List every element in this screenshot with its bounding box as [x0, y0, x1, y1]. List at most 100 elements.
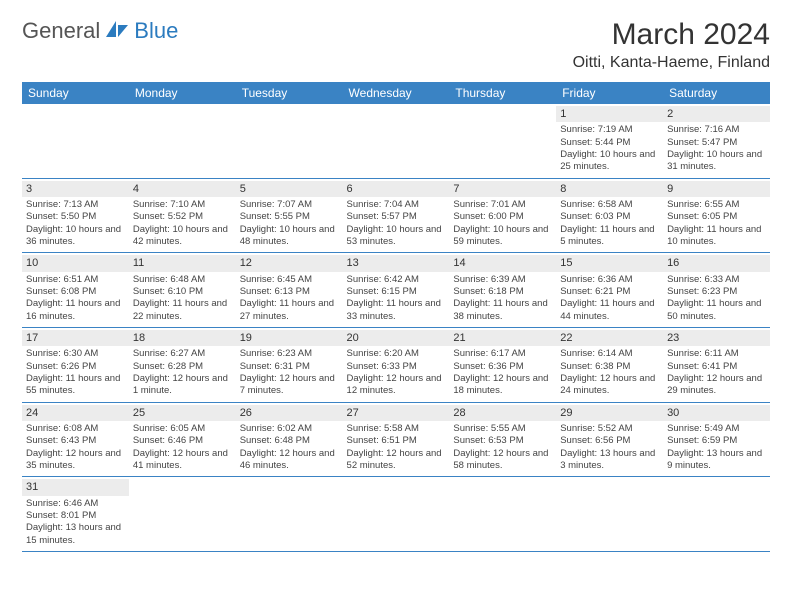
day-details: Sunrise: 5:49 AMSunset: 6:59 PMDaylight:…: [667, 423, 766, 472]
calendar-day-cell: 8 Sunrise: 6:58 AMSunset: 6:03 PMDaylight…: [556, 178, 663, 253]
day-number: 13: [343, 255, 450, 271]
calendar-day-cell: [663, 477, 770, 552]
day-number: 21: [449, 330, 556, 346]
calendar-day-cell: 1 Sunrise: 7:19 AMSunset: 5:44 PMDaylight…: [556, 104, 663, 178]
day-number: 24: [22, 405, 129, 421]
logo-text-blue: Blue: [134, 18, 178, 44]
day-details: Sunrise: 6:39 AMSunset: 6:18 PMDaylight:…: [453, 274, 552, 323]
weekday-header: Wednesday: [343, 82, 450, 104]
calendar-day-cell: 4Sunrise: 7:10 AMSunset: 5:52 PMDaylight…: [129, 178, 236, 253]
calendar-day-cell: 13 Sunrise: 6:42 AMSunset: 6:15 PMDayligh…: [343, 253, 450, 328]
day-details: Sunrise: 6:46 AMSunset: 8:01 PMDaylight:…: [26, 498, 125, 547]
location: Oitti, Kanta-Haeme, Finland: [573, 54, 770, 72]
weekday-header: Sunday: [22, 82, 129, 104]
calendar-day-cell: 9 Sunrise: 6:55 AMSunset: 6:05 PMDaylight…: [663, 178, 770, 253]
calendar-day-cell: 16Sunrise: 6:33 AMSunset: 6:23 PMDayligh…: [663, 253, 770, 328]
calendar-week-row: 17 Sunrise: 6:30 AMSunset: 6:26 PMDayligh…: [22, 328, 770, 403]
day-details: Sunrise: 6:42 AMSunset: 6:15 PMDaylight:…: [347, 274, 446, 323]
calendar-day-cell: 19Sunrise: 6:23 AMSunset: 6:31 PMDayligh…: [236, 328, 343, 403]
calendar-day-cell: [556, 477, 663, 552]
day-details: Sunrise: 6:51 AMSunset: 6:08 PMDaylight:…: [26, 274, 125, 323]
day-details: Sunrise: 6:08 AMSunset: 6:43 PMDaylight:…: [26, 423, 125, 472]
day-number: 18: [129, 330, 236, 346]
calendar-week-row: 1 Sunrise: 7:19 AMSunset: 5:44 PMDaylight…: [22, 104, 770, 178]
day-details: Sunrise: 6:20 AMSunset: 6:33 PMDaylight:…: [347, 348, 446, 397]
day-number: 12: [236, 255, 343, 271]
day-details: Sunrise: 7:07 AMSunset: 5:55 PMDaylight:…: [240, 199, 339, 248]
calendar-day-cell: 12 Sunrise: 6:45 AMSunset: 6:13 PMDayligh…: [236, 253, 343, 328]
logo: General Blue: [22, 18, 178, 44]
sail-icon: [104, 19, 130, 44]
calendar-day-cell: 29 Sunrise: 5:52 AMSunset: 6:56 PMDayligh…: [556, 402, 663, 477]
day-number: 23: [663, 330, 770, 346]
day-details: Sunrise: 6:23 AMSunset: 6:31 PMDaylight:…: [240, 348, 339, 397]
month-title: March 2024: [573, 18, 770, 52]
calendar-day-cell: 2Sunrise: 7:16 AMSunset: 5:47 PMDaylight…: [663, 104, 770, 178]
day-details: Sunrise: 6:27 AMSunset: 6:28 PMDaylight:…: [133, 348, 232, 397]
calendar-day-cell: 23Sunrise: 6:11 AMSunset: 6:41 PMDayligh…: [663, 328, 770, 403]
calendar-day-cell: 25Sunrise: 6:05 AMSunset: 6:46 PMDayligh…: [129, 402, 236, 477]
calendar-day-cell: 10 Sunrise: 6:51 AMSunset: 6:08 PMDayligh…: [22, 253, 129, 328]
calendar-week-row: 24 Sunrise: 6:08 AMSunset: 6:43 PMDayligh…: [22, 402, 770, 477]
day-details: Sunrise: 6:45 AMSunset: 6:13 PMDaylight:…: [240, 274, 339, 323]
calendar-day-cell: 28 Sunrise: 5:55 AMSunset: 6:53 PMDayligh…: [449, 402, 556, 477]
day-details: Sunrise: 5:58 AMSunset: 6:51 PMDaylight:…: [347, 423, 446, 472]
day-details: Sunrise: 5:52 AMSunset: 6:56 PMDaylight:…: [560, 423, 659, 472]
day-number: 22: [556, 330, 663, 346]
weekday-header: Thursday: [449, 82, 556, 104]
day-number: 9: [663, 181, 770, 197]
day-details: Sunrise: 5:55 AMSunset: 6:53 PMDaylight:…: [453, 423, 552, 472]
calendar-day-cell: 3Sunrise: 7:13 AMSunset: 5:50 PMDaylight…: [22, 178, 129, 253]
calendar-day-cell: 11 Sunrise: 6:48 AMSunset: 6:10 PMDayligh…: [129, 253, 236, 328]
day-details: Sunrise: 6:55 AMSunset: 6:05 PMDaylight:…: [667, 199, 766, 248]
day-details: Sunrise: 6:36 AMSunset: 6:21 PMDaylight:…: [560, 274, 659, 323]
calendar-day-cell: 18 Sunrise: 6:27 AMSunset: 6:28 PMDayligh…: [129, 328, 236, 403]
calendar-day-cell: 7 Sunrise: 7:01 AMSunset: 6:00 PMDaylight…: [449, 178, 556, 253]
calendar-day-cell: 17 Sunrise: 6:30 AMSunset: 6:26 PMDayligh…: [22, 328, 129, 403]
calendar-week-row: 10 Sunrise: 6:51 AMSunset: 6:08 PMDayligh…: [22, 253, 770, 328]
calendar-table: Sunday Monday Tuesday Wednesday Thursday…: [22, 82, 770, 552]
day-number: 30: [663, 405, 770, 421]
calendar-day-cell: 27 Sunrise: 5:58 AMSunset: 6:51 PMDayligh…: [343, 402, 450, 477]
day-details: Sunrise: 7:04 AMSunset: 5:57 PMDaylight:…: [347, 199, 446, 248]
day-number: 31: [22, 479, 129, 495]
day-number: 7: [449, 181, 556, 197]
calendar-day-cell: [343, 104, 450, 178]
day-details: Sunrise: 6:30 AMSunset: 6:26 PMDaylight:…: [26, 348, 125, 397]
calendar-day-cell: 31 Sunrise: 6:46 AMSunset: 8:01 PMDayligh…: [22, 477, 129, 552]
day-number: 28: [449, 405, 556, 421]
weekday-header: Monday: [129, 82, 236, 104]
day-number: 10: [22, 255, 129, 271]
day-details: Sunrise: 7:13 AMSunset: 5:50 PMDaylight:…: [26, 199, 125, 248]
calendar-day-cell: [129, 477, 236, 552]
day-details: Sunrise: 7:19 AMSunset: 5:44 PMDaylight:…: [560, 124, 659, 173]
calendar-day-cell: [22, 104, 129, 178]
day-number: 27: [343, 405, 450, 421]
day-number: 11: [129, 255, 236, 271]
calendar-day-cell: [449, 104, 556, 178]
header: General Blue March 2024 Oitti, Kanta-Hae…: [22, 18, 770, 72]
day-number: 1: [556, 106, 663, 122]
day-number: 6: [343, 181, 450, 197]
weekday-header: Friday: [556, 82, 663, 104]
day-details: Sunrise: 6:58 AMSunset: 6:03 PMDaylight:…: [560, 199, 659, 248]
calendar-day-cell: 24 Sunrise: 6:08 AMSunset: 6:43 PMDayligh…: [22, 402, 129, 477]
calendar-day-cell: 30 Sunrise: 5:49 AMSunset: 6:59 PMDayligh…: [663, 402, 770, 477]
day-details: Sunrise: 6:48 AMSunset: 6:10 PMDaylight:…: [133, 274, 232, 323]
day-details: Sunrise: 6:14 AMSunset: 6:38 PMDaylight:…: [560, 348, 659, 397]
day-number: 2: [663, 106, 770, 122]
day-number: 29: [556, 405, 663, 421]
day-number: 8: [556, 181, 663, 197]
weekday-header: Tuesday: [236, 82, 343, 104]
day-number: 20: [343, 330, 450, 346]
calendar-day-cell: 14Sunrise: 6:39 AMSunset: 6:18 PMDayligh…: [449, 253, 556, 328]
calendar-week-row: 3Sunrise: 7:13 AMSunset: 5:50 PMDaylight…: [22, 178, 770, 253]
day-details: Sunrise: 6:33 AMSunset: 6:23 PMDaylight:…: [667, 274, 766, 323]
day-details: Sunrise: 7:01 AMSunset: 6:00 PMDaylight:…: [453, 199, 552, 248]
calendar-day-cell: [449, 477, 556, 552]
day-number: 17: [22, 330, 129, 346]
calendar-day-cell: [129, 104, 236, 178]
calendar-day-cell: 20 Sunrise: 6:20 AMSunset: 6:33 PMDayligh…: [343, 328, 450, 403]
calendar-day-cell: [343, 477, 450, 552]
calendar-day-cell: [236, 104, 343, 178]
